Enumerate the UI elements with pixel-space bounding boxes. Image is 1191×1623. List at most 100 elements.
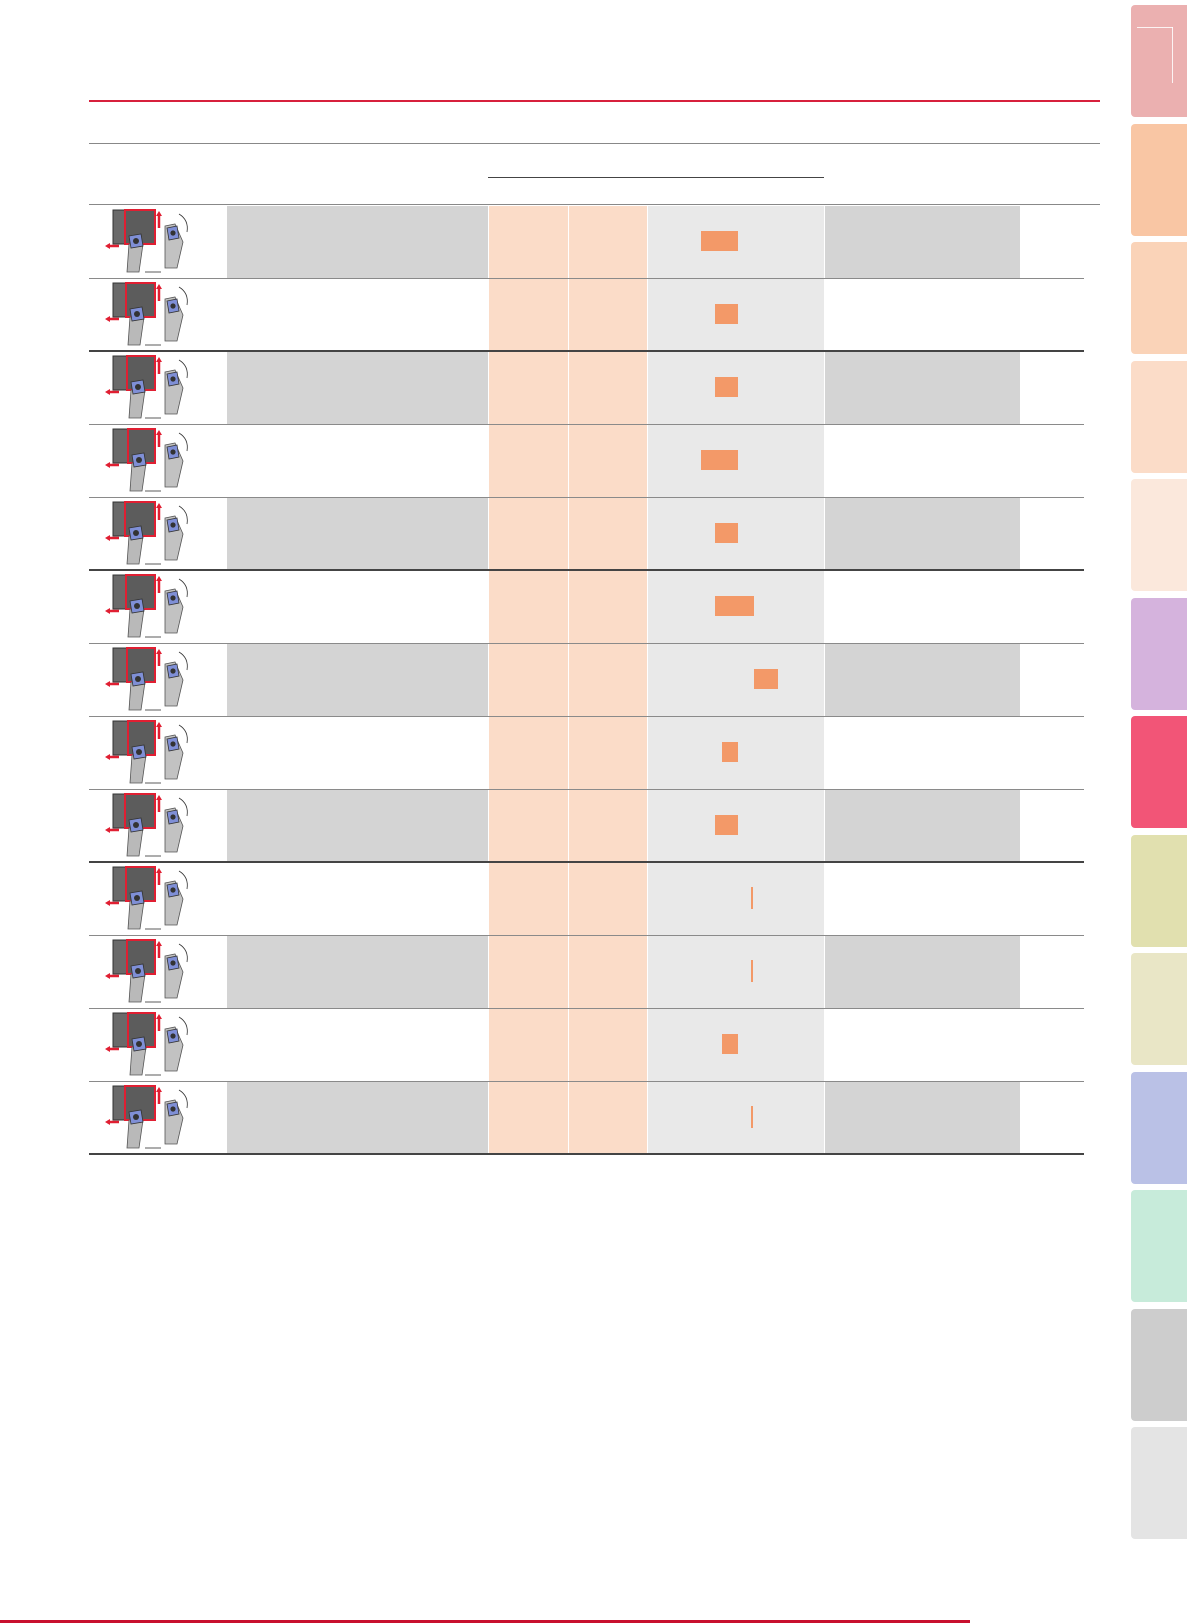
application-range-bar bbox=[751, 960, 753, 982]
row-separator bbox=[89, 1081, 1084, 1082]
page-cell bbox=[1021, 352, 1084, 424]
page-cell bbox=[1021, 206, 1084, 278]
note-cell bbox=[825, 644, 1020, 716]
page-cell bbox=[1021, 717, 1084, 789]
section-tab[interactable] bbox=[1131, 1308, 1187, 1421]
designation-cell bbox=[227, 717, 488, 789]
section-tab[interactable] bbox=[1131, 716, 1187, 828]
spec-cell-1 bbox=[489, 1082, 568, 1154]
section-tab[interactable] bbox=[1131, 242, 1187, 354]
spec-cell-2 bbox=[569, 352, 647, 424]
row-separator bbox=[89, 789, 1084, 790]
application-range-cell bbox=[648, 644, 824, 716]
designation-cell bbox=[227, 352, 488, 424]
spec-cell-1 bbox=[489, 425, 568, 497]
application-range-bar bbox=[715, 377, 738, 397]
spec-cell-2 bbox=[569, 790, 647, 862]
page-cell bbox=[1021, 425, 1084, 497]
table-row bbox=[89, 789, 1084, 863]
designation-cell bbox=[227, 1082, 488, 1154]
section-tab[interactable] bbox=[1131, 834, 1187, 947]
application-range-cell bbox=[648, 1009, 824, 1081]
application-range-cell bbox=[648, 498, 824, 570]
spec-cell-2 bbox=[569, 936, 647, 1008]
tool-holder-diagram bbox=[89, 352, 226, 424]
row-separator bbox=[89, 350, 1084, 352]
tool-holder-icon bbox=[105, 428, 188, 492]
section-tab[interactable] bbox=[1131, 1427, 1187, 1539]
application-range-cell bbox=[648, 571, 824, 643]
row-separator bbox=[89, 569, 1084, 571]
spec-cell-1 bbox=[489, 1009, 568, 1081]
designation-cell bbox=[227, 571, 488, 643]
application-range-bar bbox=[701, 450, 738, 470]
tool-holder-diagram bbox=[89, 863, 226, 935]
note-cell bbox=[825, 206, 1020, 278]
tool-holder-icon bbox=[105, 282, 188, 346]
spec-cell-1 bbox=[489, 936, 568, 1008]
row-separator bbox=[89, 861, 1084, 863]
note-cell bbox=[825, 498, 1020, 570]
page-cell bbox=[1021, 498, 1084, 570]
page-cell bbox=[1021, 571, 1084, 643]
application-range-bar bbox=[715, 304, 738, 324]
page-cell bbox=[1021, 790, 1084, 862]
section-tab[interactable] bbox=[1131, 1071, 1187, 1184]
spec-cell-1 bbox=[489, 571, 568, 643]
note-cell bbox=[825, 717, 1020, 789]
page-cell bbox=[1021, 863, 1084, 935]
section-tab[interactable] bbox=[1131, 1190, 1187, 1302]
tool-holder-icon bbox=[105, 1012, 188, 1076]
spec-cell-1 bbox=[489, 790, 568, 862]
tool-holder-diagram bbox=[89, 571, 226, 643]
note-cell bbox=[825, 1009, 1020, 1081]
spec-cell-1 bbox=[489, 863, 568, 935]
section-rule bbox=[89, 143, 1100, 144]
section-tabs bbox=[1131, 0, 1191, 1623]
section-tab[interactable] bbox=[1131, 360, 1187, 473]
tool-holder-diagram bbox=[89, 1009, 226, 1081]
designation-cell bbox=[227, 425, 488, 497]
tool-holder-icon bbox=[105, 866, 188, 930]
footer-rule bbox=[0, 1620, 970, 1623]
tool-holder-icon bbox=[105, 1085, 188, 1149]
table-row bbox=[89, 351, 1084, 425]
section-tab[interactable] bbox=[1131, 123, 1187, 236]
tool-holder-icon bbox=[105, 793, 188, 857]
row-separator bbox=[89, 424, 1084, 425]
application-range-bar bbox=[751, 887, 753, 909]
header-rule bbox=[89, 100, 1100, 102]
section-tab[interactable] bbox=[1131, 953, 1187, 1065]
note-cell bbox=[825, 571, 1020, 643]
spec-cell-1 bbox=[489, 717, 568, 789]
tool-holder-icon bbox=[105, 720, 188, 784]
tool-holder-diagram bbox=[89, 1082, 226, 1154]
row-separator bbox=[89, 935, 1084, 936]
page-cell bbox=[1021, 936, 1084, 1008]
section-tab[interactable] bbox=[1131, 479, 1187, 591]
tool-holder-diagram bbox=[89, 498, 226, 570]
application-range-bar bbox=[715, 815, 738, 835]
spec-cell-2 bbox=[569, 1082, 647, 1154]
row-separator bbox=[89, 643, 1084, 644]
table-row bbox=[89, 205, 1084, 279]
note-cell bbox=[825, 790, 1020, 862]
spec-cell-1 bbox=[489, 498, 568, 570]
spec-cell-2 bbox=[569, 863, 647, 935]
table-row bbox=[89, 1081, 1084, 1155]
tool-holder-diagram bbox=[89, 425, 226, 497]
section-tab[interactable] bbox=[1131, 5, 1187, 117]
tab-corner-mark bbox=[1172, 27, 1173, 83]
tool-holder-icon bbox=[105, 574, 188, 638]
table-row bbox=[89, 643, 1084, 717]
application-range-cell bbox=[648, 863, 824, 935]
application-range-bar bbox=[722, 1034, 738, 1054]
table-row bbox=[89, 716, 1084, 790]
tool-holder-icon bbox=[105, 355, 188, 419]
application-range-bar bbox=[751, 1106, 753, 1128]
spec-cell-2 bbox=[569, 206, 647, 278]
section-tab[interactable] bbox=[1131, 597, 1187, 710]
tool-holder-diagram bbox=[89, 717, 226, 789]
tool-holder-icon bbox=[105, 939, 188, 1003]
application-range-cell bbox=[648, 279, 824, 351]
